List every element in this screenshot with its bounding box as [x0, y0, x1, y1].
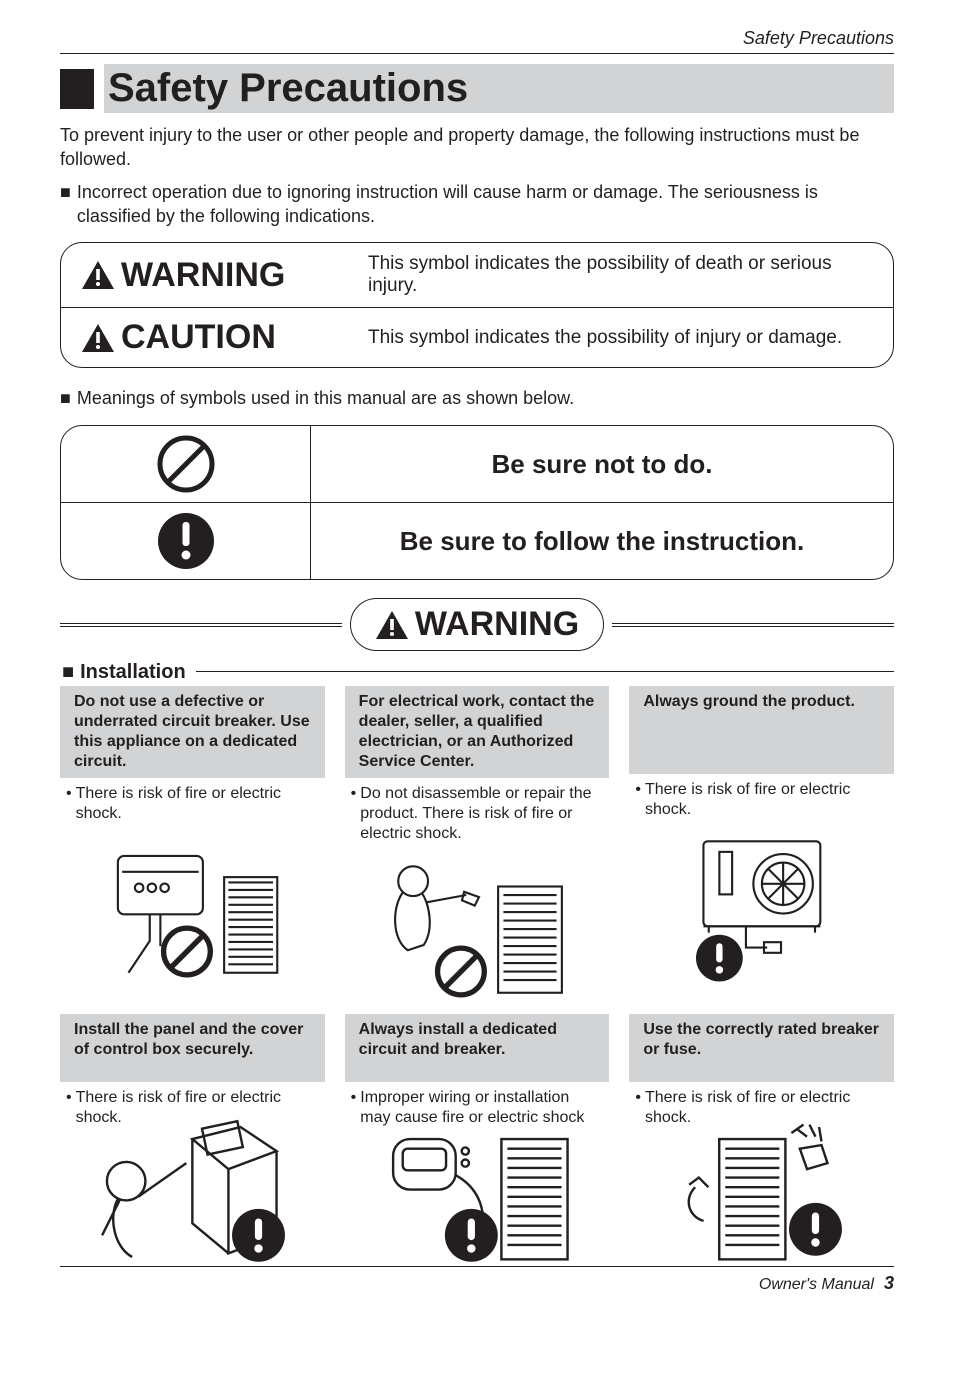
note-text: •There is risk of fire or electric shock… [60, 778, 325, 824]
big-warning-text: WARNING [415, 605, 579, 644]
note-text: •There is risk of fire or electric shock… [629, 774, 894, 820]
warning-triangle-icon [81, 260, 115, 290]
install-row-2: Install the panel and the cover of contr… [60, 1014, 894, 1258]
square-bullet-icon: ■ [60, 180, 71, 229]
warning-desc: This symbol indicates the possibility of… [368, 253, 873, 297]
caution-triangle-icon [81, 323, 115, 353]
square-bullet-icon: ■ [60, 388, 71, 408]
caution-label: CAUTION [81, 318, 356, 357]
title-bar [60, 69, 94, 109]
warning-label-text: WARNING [121, 256, 285, 295]
symbol-row-follow: Be sure to follow the instruction. [61, 502, 893, 579]
section-head-row: ■ Installation [60, 657, 894, 686]
meanings-line: ■ Meanings of symbols used in this manual… [60, 388, 894, 409]
bullet-dot-icon: • [351, 784, 357, 844]
band-text: Use the correctly rated breaker or fuse. [629, 1014, 894, 1082]
install-panel-do-icon [60, 1128, 325, 1258]
repairman-no-icon [345, 844, 610, 1014]
follow-text: Be sure to follow the instruction. [311, 503, 893, 579]
band-text: Always ground the product. [629, 686, 894, 774]
follow-icon-cell [61, 503, 311, 579]
ground-do-icon [629, 820, 894, 990]
warning-triangle-icon [375, 610, 409, 640]
prohibit-icon-cell [61, 426, 311, 502]
caution-row: CAUTION This symbol indicates the possib… [61, 307, 893, 367]
band-text: Do not use a defective or underrated cir… [60, 686, 325, 778]
warning-label: WARNING [81, 256, 356, 295]
col-breaker: Do not use a defective or underrated cir… [60, 686, 325, 1014]
note-body: There is risk of fire or electric shock. [645, 780, 888, 820]
bullet-dot-icon: • [635, 780, 641, 820]
warning-caution-box: WARNING This symbol indicates the possib… [60, 242, 894, 368]
divider-line-left [60, 623, 342, 627]
page-title-row: Safety Precautions [60, 64, 894, 113]
note-text: •Do not disassemble or repair the produc… [345, 778, 610, 844]
footer-owners-manual: Owner's Manual [759, 1276, 874, 1294]
ac-unit-no-icon [60, 824, 325, 994]
meanings-text: Meanings of symbols used in this manual … [77, 388, 574, 408]
col-electrician: For electrical work, contact the dealer,… [345, 686, 610, 1014]
section-head-installation: ■ Installation [62, 661, 186, 684]
big-warning-divider: WARNING [60, 598, 894, 651]
note-body: There is risk of fire or electric shock. [76, 784, 319, 824]
install-row-1: Do not use a defective or underrated cir… [60, 686, 894, 1014]
breaker-do-icon [345, 1128, 610, 1258]
warning-row: WARNING This symbol indicates the possib… [61, 243, 893, 307]
intro-text: To prevent injury to the user or other p… [60, 123, 894, 172]
bullet-dot-icon: • [66, 784, 72, 824]
page-title: Safety Precautions [104, 64, 894, 113]
section-head-text: Installation [80, 661, 186, 684]
band-text: Install the panel and the cover of contr… [60, 1014, 325, 1082]
col-ground: Always ground the product. •There is ris… [629, 686, 894, 1014]
intro-bullet: ■ Incorrect operation due to ignoring in… [60, 180, 894, 229]
running-head: Safety Precautions [60, 28, 894, 54]
divider-line-right [612, 623, 894, 627]
symbol-table: Be sure not to do. Be sure to follow the… [60, 425, 894, 580]
square-bullet-icon: ■ [62, 661, 74, 684]
col-fuse: Use the correctly rated breaker or fuse.… [629, 1014, 894, 1258]
big-warning-pill: WARNING [350, 598, 604, 651]
band-text: Always install a dedicated circuit and b… [345, 1014, 610, 1082]
symbol-row-prohibit: Be sure not to do. [61, 426, 893, 502]
caution-desc: This symbol indicates the possibility of… [368, 327, 842, 349]
caution-label-text: CAUTION [121, 318, 276, 357]
prohibit-icon [156, 434, 216, 494]
band-text: For electrical work, contact the dealer,… [345, 686, 610, 778]
follow-icon [156, 511, 216, 571]
section-rule [196, 671, 894, 673]
col-dedicated-circuit: Always install a dedicated circuit and b… [345, 1014, 610, 1258]
intro-bullet-text: Incorrect operation due to ignoring inst… [77, 180, 894, 229]
footer-page-number: 3 [884, 1273, 894, 1294]
fuse-do-icon [629, 1128, 894, 1258]
prohibit-text: Be sure not to do. [311, 426, 893, 502]
col-panel: Install the panel and the cover of contr… [60, 1014, 325, 1258]
note-body: Do not disassemble or repair the product… [360, 784, 603, 844]
